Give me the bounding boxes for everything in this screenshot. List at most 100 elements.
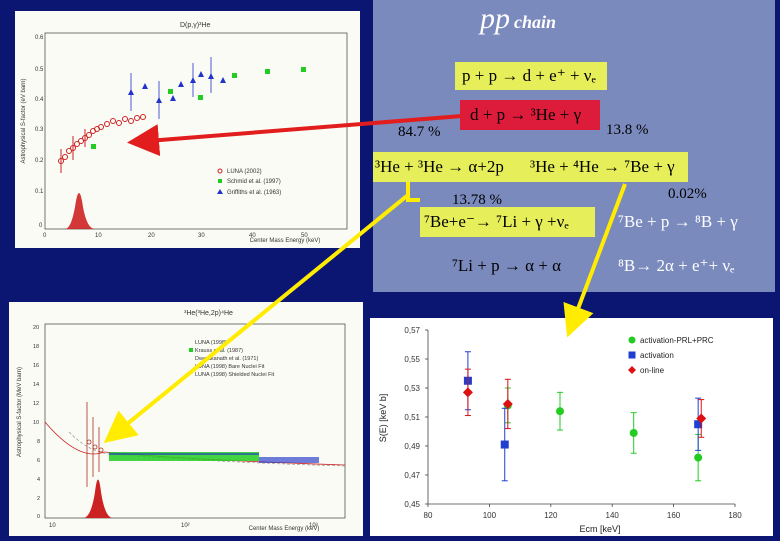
se-point <box>556 407 565 416</box>
se-ytick-label: 0,53 <box>404 384 420 393</box>
se-ytick-label: 0,45 <box>404 500 420 509</box>
chain-diagram-panel <box>373 0 775 292</box>
se-legend-label: activation <box>640 351 674 360</box>
plot-dp-ytick: 0.5 <box>35 67 44 73</box>
plot-dp-ytick: 0.2 <box>35 158 44 164</box>
plot-he3-legend-item: LUNA (1998) <box>195 340 227 346</box>
plot-he3-panel: ³He(³He,2p)⁴He Astrophysical S-factor (M… <box>9 302 363 536</box>
plot-he3-gamow-peak <box>83 479 113 518</box>
se-legend: activation-PRL+PRC activation on-line <box>628 336 714 375</box>
reaction-box-2 <box>460 100 600 130</box>
plot-dp-xtick: 20 <box>148 233 155 239</box>
plot-he3-ytick: 6 <box>37 458 40 464</box>
plot-he3-legend-item: Dwarakanath et al. (1971) <box>195 356 258 362</box>
plot-he3-ytick: 14 <box>33 382 39 388</box>
plot-he3-ytick: 10 <box>33 420 39 426</box>
reaction-li7p: ⁷Li + p → α + α <box>452 256 562 275</box>
plot-he3-ytick: 20 <box>33 325 39 331</box>
plot-dp-xlabel: Center Mass Energy (keV) <box>250 238 321 244</box>
plot-he3-xticks: 10 10² 10³ <box>49 523 318 529</box>
reaction-b8: ⁸B→ 2α + e⁺+ νₑ <box>618 256 735 275</box>
plot-dp-ylabel: Astrophysical S-factor (eV barn) <box>21 78 27 163</box>
se-xlabel: Ecm [keV] <box>579 524 620 534</box>
plot-he3-xtick: 10 <box>49 523 56 529</box>
chain-title-sub: chain <box>514 12 557 32</box>
se-point <box>696 413 707 424</box>
plot-he3-legend-item: LUNA (1998) Bare Nuclei Fit <box>195 364 265 370</box>
plot-dp-xtick: 0 <box>43 233 47 239</box>
plot-dp-ytick: 0.1 <box>35 189 44 195</box>
se-xtick-label: 100 <box>483 511 497 520</box>
plot-dp-ytick: 0.6 <box>35 35 44 41</box>
branch-13-8: 13.8 % <box>606 122 649 138</box>
se-axes: 0,57 0,55 0,53 0,51 0,49 0,47 0,45 80 100 120 140 1… <box>404 326 742 520</box>
se-xtick-label: 120 <box>544 511 558 520</box>
se-data-marks <box>462 351 707 482</box>
se-legend-marker <box>628 351 636 359</box>
chain-title: pp chain <box>480 2 556 36</box>
plot-he3-yticks: 20 18 16 14 12 10 8 6 4 2 0 <box>33 325 40 520</box>
se-point <box>694 453 703 462</box>
plot-dp-xtick: 40 <box>249 233 256 239</box>
plot-dp-yticks: 0.6 0.5 0.4 0.3 0.2 0.1 0 <box>35 35 44 229</box>
se-point <box>629 428 638 437</box>
plot-he3-ytick: 12 <box>33 401 39 407</box>
se-legend-marker <box>628 336 636 344</box>
se-point <box>502 398 513 409</box>
plot-dp-gamow-peak <box>65 193 95 229</box>
plot-he3-legend-item: LUNA (1998) Shielded Nuclei Fit <box>195 372 275 378</box>
se-point <box>500 440 509 449</box>
se-point <box>694 420 703 429</box>
plot-he3-ytick: 0 <box>37 514 40 520</box>
branch-0-02: 0.02% <box>668 186 707 202</box>
plot-dp-legend-item: LUNA (2002) <box>227 169 262 175</box>
se-ytick-label: 0,49 <box>404 442 420 451</box>
se-xtick-label: 160 <box>667 511 681 520</box>
se-ylabel: S(E) [keV b] <box>378 394 388 443</box>
plot-dp-xtick: 10 <box>95 233 102 239</box>
branch-84: 84.7 % <box>398 124 441 140</box>
reaction-he3he3: ³He + ³He → α+2p <box>375 157 504 176</box>
se-plot-panel: S(E) [keV b] Ecm [keV] 0,57 0,55 0,53 0,51 0… <box>370 318 773 536</box>
plot-dp-luna-points <box>58 114 146 173</box>
plot-he3-ytick: 4 <box>37 477 40 483</box>
se-xtick-label: 140 <box>606 511 620 520</box>
plot-dp-xtick: 30 <box>198 233 205 239</box>
plot-he3-data-band <box>109 452 319 463</box>
branch-13-78: 13.78 % <box>452 192 502 208</box>
reaction-box-1 <box>455 62 607 90</box>
reaction-box-3 <box>373 152 688 182</box>
plot-he3-legend-item: Krauss et al. (1987) <box>195 348 243 354</box>
plot-he3-ytick: 16 <box>33 363 39 369</box>
reaction-dp: d + p → ³He + γ <box>470 105 582 124</box>
reaction-be7e: ⁷Be+e⁻→ ⁷Li + γ +νₑ <box>424 212 569 231</box>
plot-dp-panel: D(p,γ)³He Astrophysical S-factor (eV bar… <box>15 11 360 248</box>
plot-he3-legend: LUNA (1998) Krauss et al. (1987) Dwaraka… <box>189 340 275 378</box>
plot-dp-svg: D(p,γ)³He Astrophysical S-factor (eV bar… <box>21 22 348 244</box>
plot-dp-errorbars <box>130 57 212 119</box>
se-ytick-label: 0,57 <box>404 326 420 335</box>
plot-dp-legend-item: Griffiths et al. (1963) <box>227 190 281 196</box>
plot-dp-griffiths-points <box>128 71 226 103</box>
reaction-pp: p + p → d + e⁺ + νₑ <box>462 66 596 85</box>
plot-dp-legend-item: Schmid et al. (1997) <box>227 179 281 185</box>
se-xtick-label: 80 <box>424 511 433 520</box>
plot-dp-schmid-points <box>91 67 306 149</box>
plot-dp-ytick: 0.3 <box>35 127 44 133</box>
reaction-box-5 <box>420 207 595 237</box>
se-ytick-label: 0,51 <box>404 413 420 422</box>
plot-he3-xtick: 10² <box>181 523 190 529</box>
reaction-be7p: ⁷Be + p → ⁸B + γ <box>618 212 738 231</box>
se-ytick-label: 0,47 <box>404 471 420 480</box>
se-legend-label: activation-PRL+PRC <box>640 336 714 345</box>
plot-he3-ytick: 18 <box>33 344 39 350</box>
se-ytick-label: 0,55 <box>404 355 420 364</box>
plot-dp-ytick: 0.4 <box>35 97 44 103</box>
se-legend-marker <box>628 366 636 374</box>
se-xtick-label: 180 <box>728 511 742 520</box>
se-plot-svg: S(E) [keV b] Ecm [keV] 0,570,550,530,510… <box>378 326 742 534</box>
se-legend-label: on-line <box>640 366 665 375</box>
chain-title-main: pp <box>480 2 510 35</box>
plot-he3-ylabel: Astrophysical S-factor (MeV barn) <box>17 367 23 457</box>
plot-he3-svg: ³He(³He,2p)⁴He Astrophysical S-factor (M… <box>17 310 346 532</box>
